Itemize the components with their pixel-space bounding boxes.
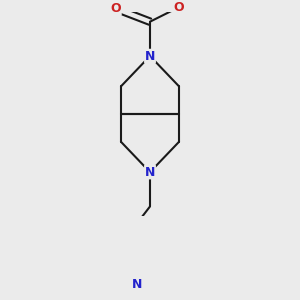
Text: O: O: [174, 1, 184, 14]
Text: N: N: [132, 278, 142, 291]
Text: N: N: [145, 50, 155, 62]
Text: O: O: [110, 2, 121, 15]
Text: N: N: [145, 166, 155, 178]
